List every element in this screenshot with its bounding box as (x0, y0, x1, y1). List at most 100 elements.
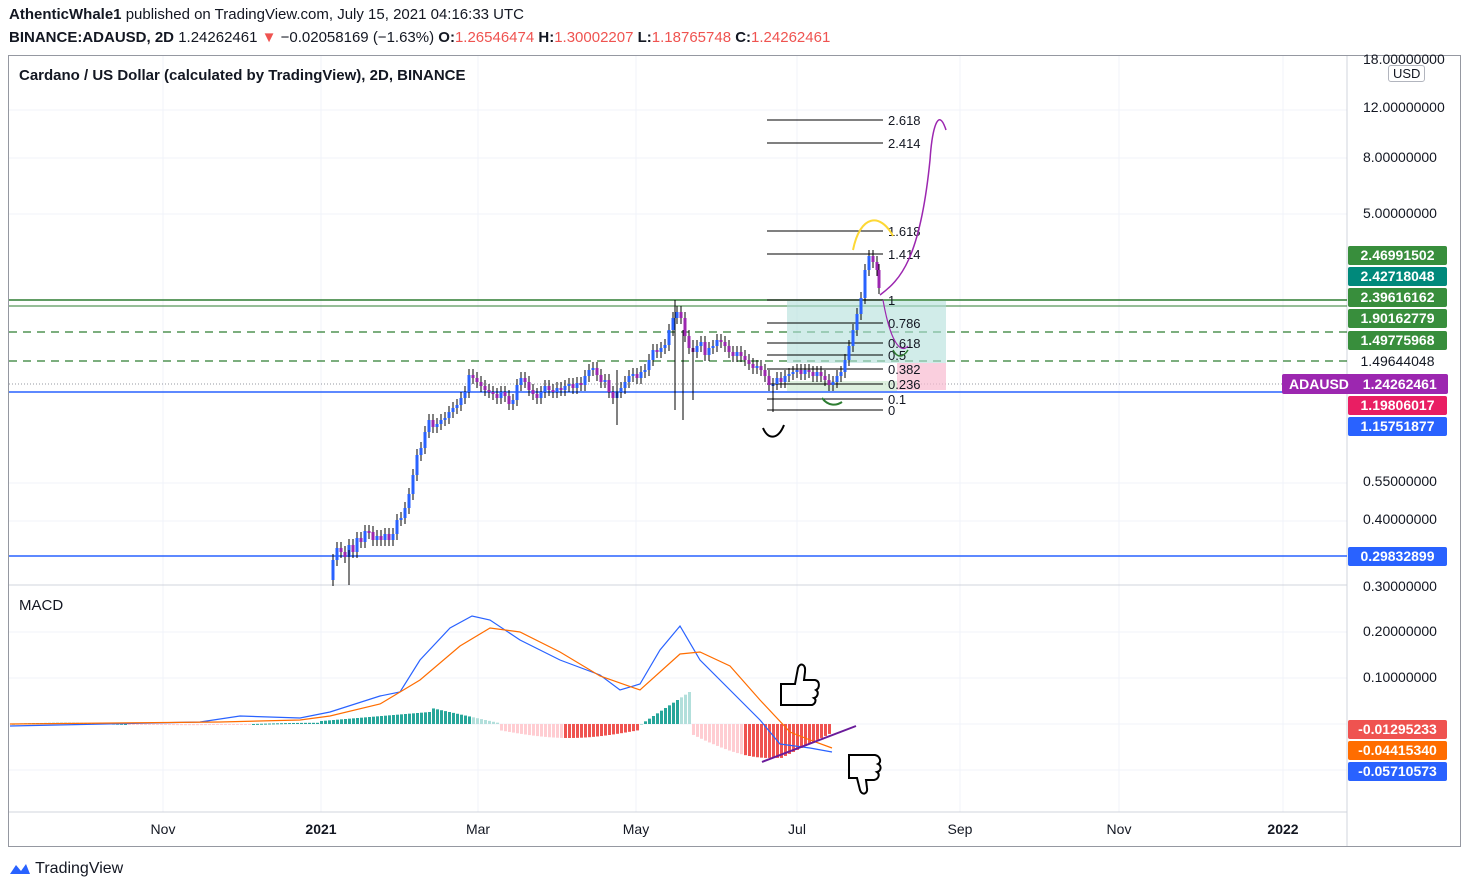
macd-histogram-bar (772, 724, 775, 758)
symbol-tag-value: 1.24262461 (1362, 376, 1437, 392)
macd-histogram-bar (736, 724, 739, 754)
macd-histogram-bar (516, 724, 519, 734)
thumbs-down-icon (848, 754, 882, 795)
candle-body (515, 385, 519, 400)
candle-body (475, 378, 479, 382)
macd-histogram-bar (504, 724, 507, 732)
fib-level-label: 1.414 (888, 247, 921, 262)
macd-histogram-bar (520, 724, 523, 734)
macd-histogram-bar (712, 724, 715, 745)
candle-body (839, 372, 843, 376)
candle-body (535, 394, 539, 398)
macd-histogram-bar (200, 724, 203, 726)
candle-body (783, 376, 787, 382)
macd-histogram-bar (300, 722, 303, 724)
macd-histogram-bar (320, 721, 323, 724)
published-text: published on TradingView.com, July 15, 2… (125, 6, 524, 23)
macd-histogram-bar (260, 723, 263, 725)
macd-histogram-bar (808, 724, 811, 744)
macd-histogram-bar (752, 724, 755, 757)
candle-body (775, 378, 779, 384)
macd-histogram-bar (668, 705, 671, 724)
candle-body (523, 378, 527, 382)
candle-body (539, 392, 543, 398)
candle-body (803, 370, 807, 374)
macd-histogram-bar (404, 714, 407, 724)
macd-histogram-bar (500, 724, 503, 731)
macd-histogram-bar (128, 724, 131, 725)
macd-histogram-bar (364, 717, 367, 724)
tradingview-logo[interactable]: TradingView (9, 860, 123, 878)
candle-body (859, 298, 863, 314)
macd-histogram-bar (728, 724, 731, 751)
candle-body (831, 382, 835, 385)
macd-histogram-bar (716, 724, 719, 746)
candle-body (379, 536, 383, 540)
macd-histogram-bar (336, 719, 339, 724)
macd-histogram-bar (156, 724, 159, 725)
symbol-price-tag: ADAUSD 1.24262461 (1282, 374, 1448, 394)
macd-lines (9, 615, 833, 753)
macd-histogram-bar (392, 715, 395, 724)
candle-body (779, 378, 783, 382)
candle-body (723, 342, 727, 346)
macd-histogram-bar (788, 724, 791, 754)
macd-histogram-bar (152, 724, 155, 725)
macd-histogram-bar (640, 724, 643, 725)
change-value: −0.02058169 (−1.63%) (280, 29, 435, 46)
macd-histogram-bar (540, 724, 543, 737)
candle-body (487, 390, 491, 392)
macd-histogram-bar (400, 714, 403, 724)
macd-histogram-bar (396, 714, 399, 724)
candle-body (795, 370, 799, 372)
price-tick-label: 18.00000000 (1363, 51, 1445, 67)
macd-histogram-bar (348, 718, 351, 724)
macd-histogram-bar (456, 713, 459, 724)
macd-histogram-bar (424, 712, 427, 724)
macd-histogram-bar (388, 715, 391, 724)
candle-body (703, 342, 707, 355)
candle-body (423, 432, 427, 448)
candle-body (519, 378, 523, 385)
macd-histogram-bar (704, 724, 707, 741)
candle-body (359, 538, 363, 542)
tradingview-logo-text: TradingView (35, 860, 124, 877)
macd-histogram-bar (496, 722, 499, 724)
candle-body (851, 330, 855, 346)
macd-histogram-bar (484, 720, 487, 724)
profit-zone (787, 301, 946, 363)
candle-body (587, 370, 591, 376)
macd-histogram-bar (536, 724, 539, 737)
macd-histogram-bar (652, 716, 655, 724)
macd-histogram-bar (416, 713, 419, 724)
candle-body (527, 382, 531, 390)
candle-body (811, 372, 815, 376)
candle-body (787, 374, 791, 376)
candle-body (855, 314, 859, 330)
macd-histogram-bar (720, 724, 723, 748)
candle-body (447, 412, 451, 418)
open-value: 1.26546474 (454, 29, 535, 46)
candle-body (343, 552, 347, 557)
candle-body (863, 270, 867, 298)
thumbs-up-icon (780, 663, 820, 706)
macd-histogram-bar (476, 718, 479, 724)
candle-body (471, 375, 475, 378)
publisher-name[interactable]: AthenticWhale1 (9, 6, 122, 23)
candle-body (619, 388, 623, 392)
smile-arc-black (762, 424, 785, 438)
candle-body (459, 398, 463, 405)
macd-histogram-bar (780, 724, 783, 758)
macd-histogram-bar (724, 724, 727, 750)
macd-histogram-bar (264, 723, 267, 725)
candle-body (871, 256, 875, 262)
macd-histogram-bar (376, 716, 379, 724)
candle-body (591, 368, 595, 370)
price-tick-label: 8.00000000 (1363, 149, 1437, 165)
high-value: 1.30002207 (554, 29, 634, 46)
macd-histogram-bar (284, 723, 287, 725)
macd-histogram-bar (660, 710, 663, 724)
currency-button[interactable]: USD (1388, 65, 1426, 82)
macd-title: MACD (19, 597, 64, 614)
